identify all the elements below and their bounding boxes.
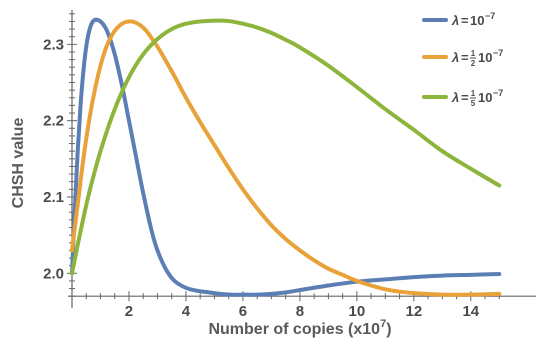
x-tick-label: 10 [349,303,366,320]
x-axis-title: Number of copies (x107) [208,318,391,338]
legend-lambda: λ [451,13,459,28]
legend-equals: = [461,13,469,28]
x-tick-label: 2 [125,303,133,320]
series-2-line [70,19,502,297]
y-tick-label: 2.3 [43,36,64,53]
x-axis-title-sup: 7 [380,318,386,330]
legend-frac-den: 5 [471,99,476,108]
legend-base: 10 [470,13,484,28]
y-tick-label: 2.2 [43,113,64,130]
series-3-line [70,18,502,276]
legend-equals: = [461,90,469,105]
legend-exponent: −7 [493,48,503,58]
legend-base: 10 [478,90,492,105]
legend-equals: = [461,50,469,65]
legend-entry-1: λ = 10 −7 [422,11,495,28]
legend-frac-num: 1 [471,89,476,98]
legend-exponent: −7 [493,88,503,98]
x-tick-label: 12 [405,303,422,320]
x-tick-label: 4 [182,303,191,320]
legend-lambda: λ [451,90,459,105]
y-tick-label: 2.1 [43,189,64,206]
x-axis-title-close: ) [386,321,391,338]
legend-base: 10 [478,50,492,65]
legend-frac-den: 2 [471,59,476,68]
y-tick-label: 2.0 [43,265,64,282]
x-tick-label: 6 [239,303,247,320]
x-tick-label: 8 [296,303,304,320]
legend-entry-3: λ = 15 10 −7 [422,88,503,108]
series-curves [70,17,502,297]
legend-frac-num: 1 [471,49,476,58]
legend-lambda: λ [451,50,459,65]
x-tick-label: 14 [462,303,479,320]
legend: λ = 10 −7λ = 12 10 −7λ = 15 10 −7 [422,11,503,108]
legend-entry-2: λ = 12 10 −7 [422,48,503,68]
x-axis-title-main: Number of copies (x10 [208,321,380,338]
y-axis-title: CHSH value [10,118,27,209]
legend-exponent: −7 [485,11,495,21]
series-1-line [70,17,502,297]
